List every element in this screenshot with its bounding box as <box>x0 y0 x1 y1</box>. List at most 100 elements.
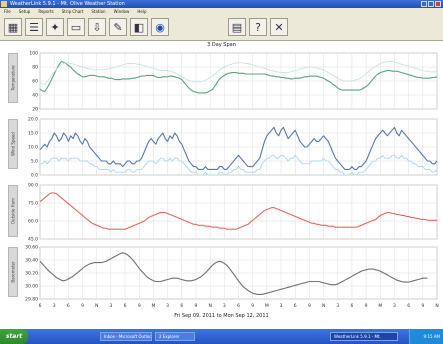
panel-0-series-0-line <box>39 60 438 94</box>
menu-reports[interactable]: Reports <box>38 9 54 14</box>
help-button[interactable]: ? <box>249 18 267 36</box>
print-icon: ▤ <box>231 20 243 34</box>
panel-1-tick-label: 5.0 <box>31 159 38 165</box>
x-tick-label: 3 <box>223 303 226 309</box>
x-tick-label: M <box>378 303 382 309</box>
x-tick-label: 3 <box>393 303 396 309</box>
panel-2-tick-label: 60.0 <box>28 219 38 225</box>
panel-3-tick-label: 30.40 <box>25 258 38 264</box>
x-tick-label: 3 <box>53 303 56 309</box>
panel-0-tick-label: 60 <box>32 79 38 85</box>
x-tick-label: N <box>95 303 98 309</box>
panel-3-tick-label: 29.80 <box>25 297 38 303</box>
menu-setup[interactable]: Setup <box>18 9 31 14</box>
print-button[interactable]: ▤ <box>228 18 246 36</box>
panel-2-tick-label: 45.0 <box>28 237 38 243</box>
x-tick-label: 6 <box>294 303 297 309</box>
x-tick-label: 6 <box>124 303 127 309</box>
x-tick-label: 3 <box>109 303 112 309</box>
panel-0-series-1-line <box>39 60 438 85</box>
menu-help[interactable]: Help <box>137 9 147 14</box>
title-bar: WeatherLink 5.9.1 - Mt. Olive Weather St… <box>0 0 443 8</box>
x-tick-label: M <box>151 303 155 309</box>
x-tick-label: 3 <box>336 303 339 309</box>
panel-2-tick-label: 90.0 <box>28 183 38 189</box>
outside-hum-panel-tab[interactable]: Outside Hum <box>8 185 18 237</box>
x-tick-label: 3 <box>280 303 283 309</box>
x-tick-label: 6 <box>237 303 240 309</box>
weather-button[interactable]: ◉ <box>151 18 169 36</box>
taskbar: start Inbox - Microsoft Outlook 2 Explor… <box>0 329 443 344</box>
x-tick-label: 9 <box>251 303 254 309</box>
date-range-label: Fri Sep 09, 2011 to Mon Sep 12, 2011 <box>174 313 269 319</box>
x-tick-label: 9 <box>365 303 368 309</box>
plot-button[interactable]: ✦ <box>46 18 64 36</box>
barometer-panel-tab[interactable]: Barometer <box>8 247 18 297</box>
panel-1-series-0-line <box>39 126 438 170</box>
x-tick-label: N <box>435 303 438 309</box>
strip-chart-button[interactable]: ▭ <box>67 18 85 36</box>
help-icon: ? <box>255 20 261 34</box>
task-weatherlink[interactable]: WeatherLink 5.9.1 - Mt. <box>330 332 398 341</box>
station-icon: ◧ <box>133 20 145 34</box>
chart-title: 3 Day Span <box>207 42 236 48</box>
panel-1-tick-label: 0.0 <box>31 173 38 179</box>
bulletin-icon: ▦ <box>7 20 19 34</box>
wind-speed-panel-tab[interactable]: Wind Speed <box>8 119 18 169</box>
task-outlook[interactable]: Inbox - Microsoft Outlook <box>100 332 152 341</box>
close-icon: ✕ <box>274 20 284 34</box>
x-tick-label: 9 <box>195 303 198 309</box>
summary-button[interactable]: ☰ <box>25 18 43 36</box>
maximize-button[interactable] <box>428 1 434 7</box>
temperature-panel-tab[interactable]: Temperature <box>8 53 18 103</box>
weather-icon: ◉ <box>155 20 165 34</box>
x-tick-label: 6 <box>39 303 42 309</box>
x-tick-label: 9 <box>421 303 424 309</box>
x-tick-label: 3 <box>166 303 169 309</box>
menu-strip-chart[interactable]: Strip Chart <box>61 9 84 14</box>
panel-0-tick-label: 100 <box>29 51 38 57</box>
download-icon: ⇩ <box>92 20 102 34</box>
panel-1-tick-label: 15.0 <box>28 131 38 137</box>
panel-0-tick-label: 20 <box>32 107 38 113</box>
x-tick-label: 9 <box>138 303 141 309</box>
noaa-button[interactable]: ✎ <box>109 18 127 36</box>
start-button[interactable]: start <box>0 329 28 344</box>
window-title: WeatherLink 5.9.1 - Mt. Olive Weather St… <box>10 1 125 7</box>
bulletin-button[interactable]: ▦ <box>4 18 22 36</box>
task-explorer[interactable]: 2 Explorer <box>155 332 195 341</box>
panel-3-tick-label: 30.00 <box>25 284 38 290</box>
close-window-button[interactable] <box>435 1 441 7</box>
x-tick-label: 6 <box>180 303 183 309</box>
menu-file[interactable]: File <box>4 9 11 14</box>
x-tick-label: 9 <box>81 303 84 309</box>
download-button[interactable]: ⇩ <box>88 18 106 36</box>
plot-icon: ✦ <box>50 20 60 34</box>
x-tick-label: 9 <box>308 303 311 309</box>
menu-station[interactable]: Station <box>91 9 106 14</box>
minimize-button[interactable] <box>421 1 427 7</box>
window-controls <box>421 1 441 7</box>
noaa-icon: ✎ <box>113 20 123 34</box>
close-button[interactable]: ✕ <box>270 18 288 36</box>
station-button[interactable]: ◧ <box>130 18 148 36</box>
x-tick-label: M <box>265 303 269 309</box>
panel-3-series-0-line <box>39 252 428 295</box>
x-tick-label: N <box>322 303 325 309</box>
menu-window[interactable]: Window <box>113 9 130 14</box>
chart-svg: 100 80 60 40 20 20.0 15.0 10.0 5.0 0.0 90.0 75.0 60.… <box>25 51 439 309</box>
system-tray-clock: 9:15 AM <box>409 329 443 344</box>
app-icon <box>1 1 7 7</box>
menu-bar: File Setup Reports Strip Chart Station W… <box>0 8 443 15</box>
panel-1-tick-label: 20.0 <box>28 117 38 123</box>
panel-0-tick-label: 40 <box>32 93 38 99</box>
panel-3-tick-label: 30.60 <box>25 245 38 251</box>
panel-1-tick-label: 10.0 <box>28 145 38 151</box>
toolbar: ▦ ☰ ✦ ▭ ⇩ ✎ ◧ ◉ ▤ ? ✕ <box>0 15 443 41</box>
x-tick-label: 6 <box>350 303 353 309</box>
x-tick-label: 6 <box>407 303 410 309</box>
panel-2-tick-label: 75.0 <box>28 201 38 207</box>
strip-chart-icon: ▭ <box>70 20 82 34</box>
panel-1-series-1-line <box>40 154 438 176</box>
summary-icon: ☰ <box>29 20 39 34</box>
